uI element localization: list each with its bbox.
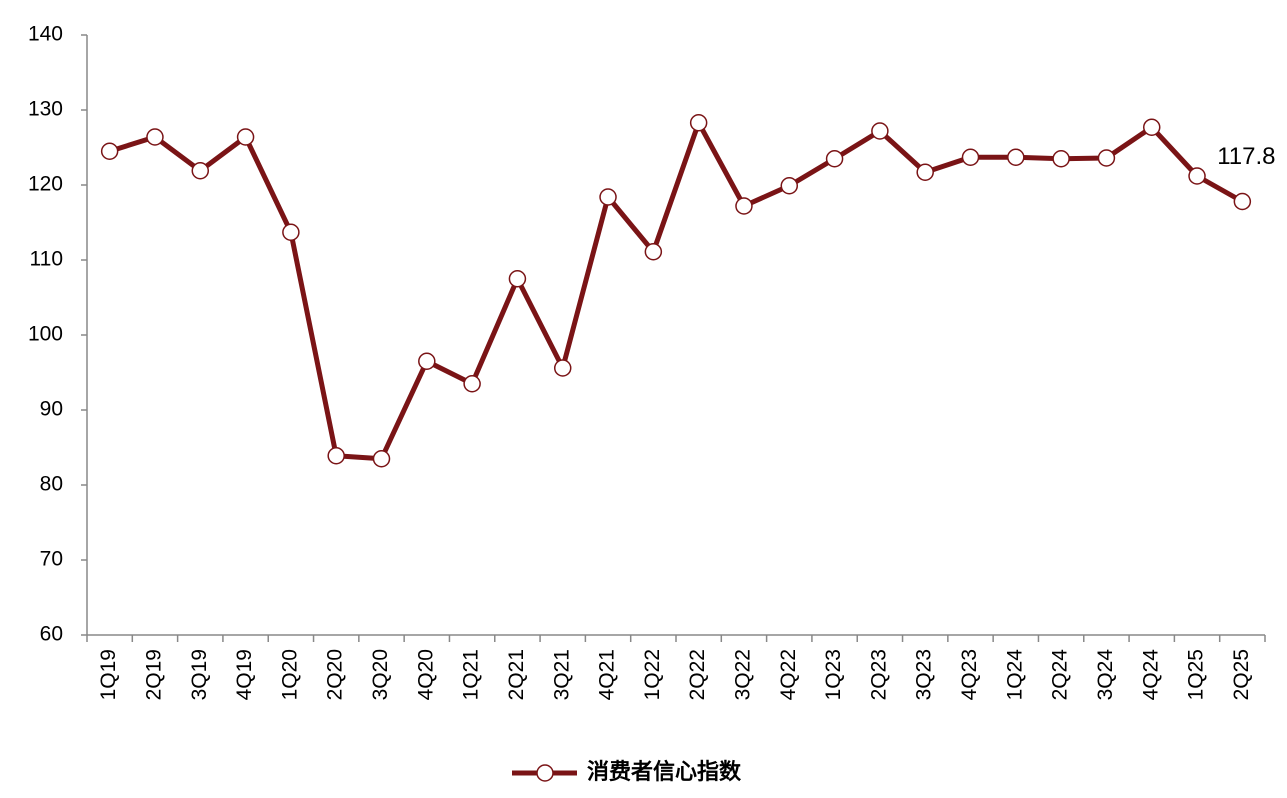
x-tick-label: 1Q24 xyxy=(1003,649,1026,701)
point xyxy=(1142,118,1161,136)
point xyxy=(100,142,119,160)
x-tick-label: 1Q19 xyxy=(97,649,120,700)
x-tick-label: 1Q20 xyxy=(278,649,301,700)
x-tick-label: 3Q19 xyxy=(188,649,211,700)
x-tick-label: 4Q21 xyxy=(596,649,619,700)
y-tick-label: 80 xyxy=(40,473,63,496)
x-tick-label: 2Q19 xyxy=(143,649,166,700)
point xyxy=(191,162,210,180)
point xyxy=(644,243,663,261)
y-tick-label: 130 xyxy=(28,98,63,121)
y-tick-label: 120 xyxy=(28,173,63,196)
x-tick-label: 1Q25 xyxy=(1185,649,1208,700)
point xyxy=(372,450,391,468)
point xyxy=(825,150,844,168)
x-tick-label: 1Q21 xyxy=(460,649,483,700)
x-tick-label: 3Q22 xyxy=(732,649,755,700)
point xyxy=(599,188,617,206)
point xyxy=(1188,167,1206,185)
legend-label: 消费者信心指数 xyxy=(587,759,742,784)
point xyxy=(1007,148,1025,166)
y-tick-label: 140 xyxy=(28,23,63,46)
point xyxy=(327,447,345,465)
y-tick-label: 110 xyxy=(30,248,63,271)
point xyxy=(508,270,527,288)
point xyxy=(961,148,980,166)
x-tick-label: 2Q24 xyxy=(1049,649,1072,701)
point xyxy=(463,375,481,393)
x-tick-label: 2Q20 xyxy=(324,649,347,700)
value-label: 117.8 xyxy=(1217,143,1275,170)
x-tick-label: 4Q23 xyxy=(958,649,981,700)
series-line xyxy=(108,120,1244,462)
x-tick-label: 4Q20 xyxy=(414,649,437,700)
x-tick-label: 2Q21 xyxy=(505,649,528,700)
point xyxy=(871,122,889,140)
point xyxy=(146,128,164,146)
x-tick-label: 3Q24 xyxy=(1094,649,1117,701)
x-tick-label: 2Q22 xyxy=(686,649,709,700)
x-tick-label: 4Q22 xyxy=(777,649,800,700)
point xyxy=(689,114,708,132)
y-tick-label: 100 xyxy=(28,323,63,346)
point xyxy=(735,197,753,215)
x-tick-label: 1Q23 xyxy=(822,649,845,700)
x-tick-label: 4Q19 xyxy=(233,649,256,700)
point xyxy=(418,352,436,370)
y-tick-label: 60 xyxy=(40,623,63,646)
x-tick-label: 2Q25 xyxy=(1230,649,1253,700)
point xyxy=(1097,149,1116,167)
x-tick-label: 4Q24 xyxy=(1139,649,1162,701)
y-tick-label: 90 xyxy=(40,398,63,421)
point xyxy=(236,128,255,146)
x-tick-label: 3Q23 xyxy=(913,649,936,700)
x-tick-label: 2Q23 xyxy=(867,649,890,700)
point xyxy=(553,359,572,377)
legend-marker xyxy=(536,764,554,782)
point xyxy=(1052,150,1070,168)
point xyxy=(282,223,300,241)
x-tick-label: 3Q20 xyxy=(369,649,392,700)
point xyxy=(916,163,934,181)
point xyxy=(780,177,799,195)
y-tick-label: 70 xyxy=(40,548,63,571)
x-tick-label: 1Q22 xyxy=(641,649,664,700)
x-tick-label: 3Q21 xyxy=(550,649,573,700)
point xyxy=(1233,192,1252,211)
